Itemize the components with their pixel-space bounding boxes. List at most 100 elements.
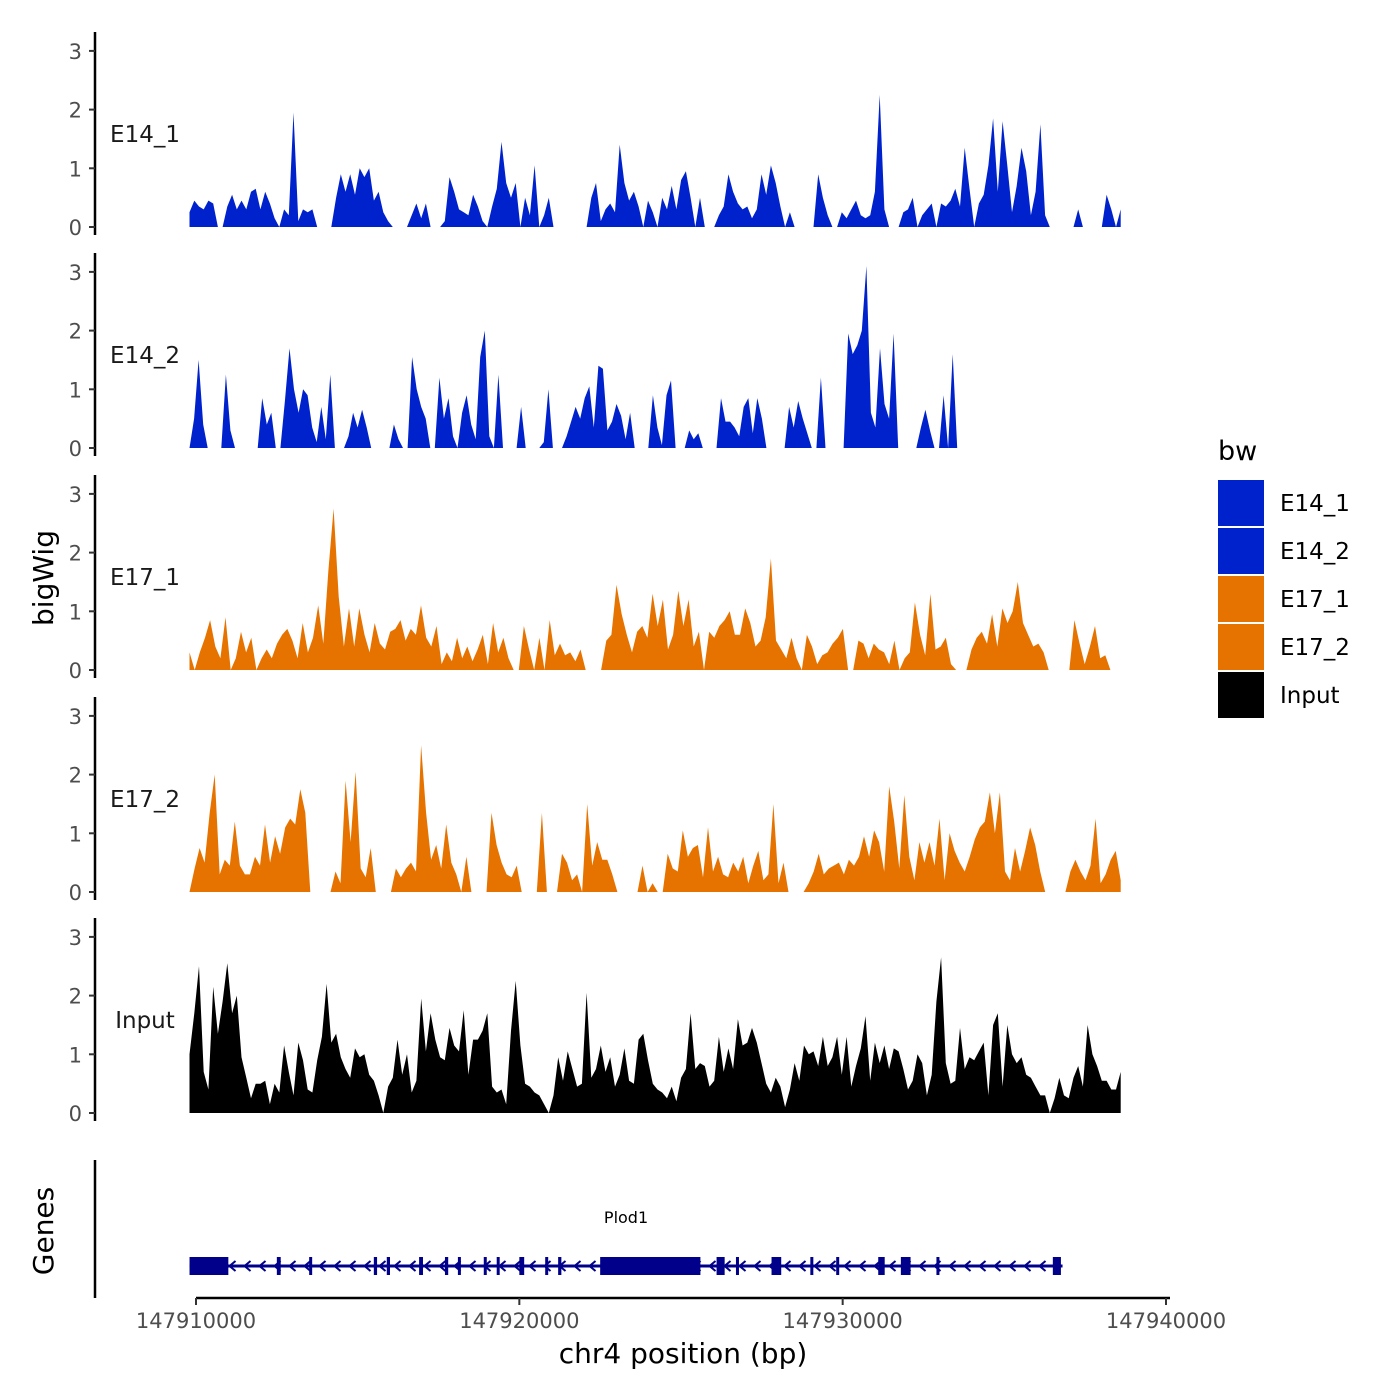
strand-arrow — [377, 1260, 387, 1272]
legend-label: E17_1 — [1280, 587, 1350, 613]
y-tick-label: 3 — [69, 705, 82, 729]
strand-arrow — [962, 1260, 972, 1272]
legend-label: E14_1 — [1280, 491, 1350, 517]
y-tick-label: 1 — [69, 157, 82, 181]
gene-name-label: Plod1 — [604, 1208, 648, 1227]
strand-arrow — [467, 1260, 477, 1272]
gene-exon — [309, 1257, 313, 1275]
strand-arrow — [347, 1260, 357, 1272]
strand-arrow — [917, 1260, 927, 1272]
signal-area-E14_1 — [189, 94, 1121, 228]
signal-area-E14_2 — [189, 266, 1121, 448]
gene-exon — [771, 1257, 782, 1275]
gene-exon — [900, 1257, 911, 1275]
y-tick-label: 1 — [69, 600, 82, 624]
strand-arrow — [857, 1260, 867, 1272]
y-tick-label: 3 — [69, 926, 82, 950]
legend-label: E17_2 — [1280, 635, 1350, 661]
gene-exon — [936, 1257, 940, 1275]
strand-arrow — [587, 1260, 597, 1272]
legend-swatch-E14_1 — [1218, 480, 1264, 526]
track-E17_2: 0 1 2 3 E17_2 — [69, 697, 1121, 905]
gene-exon — [276, 1257, 281, 1275]
track-label: E17_2 — [110, 787, 180, 813]
strand-arrow — [1007, 1260, 1017, 1272]
gene-exon — [483, 1257, 487, 1275]
y-tick-label: 1 — [69, 1043, 82, 1067]
strand-arrow — [422, 1260, 432, 1272]
y-tick-label: 2 — [69, 99, 82, 123]
signal-area-Input — [189, 957, 1121, 1113]
strand-arrow — [542, 1260, 552, 1272]
legend-title: bw — [1218, 436, 1257, 467]
strand-arrow — [752, 1260, 762, 1272]
strand-arrow — [842, 1260, 852, 1272]
strand-arrow — [302, 1260, 312, 1272]
strand-arrow — [437, 1260, 447, 1272]
y-tick-label: 3 — [69, 40, 82, 64]
gene-exon — [836, 1257, 840, 1275]
strand-arrow — [392, 1260, 402, 1272]
x-tick-label: 147910000 — [136, 1309, 256, 1333]
y-tick-label: 0 — [69, 1102, 82, 1126]
legend-swatch-Input — [1218, 672, 1264, 718]
genes-axis-title: Genes — [27, 1187, 60, 1275]
gene-exon — [496, 1257, 500, 1275]
strand-arrow — [332, 1260, 342, 1272]
gene-exon — [810, 1257, 814, 1275]
legend-label: Input — [1280, 683, 1340, 709]
tracks-group: 0 1 2 3 E14_1 0 1 2 3 E14_2 0 1 2 3 E17_1 0 1 2 3 E17_2 0 1 2 3… — [69, 32, 1121, 1126]
strand-arrow — [1022, 1260, 1032, 1272]
strand-arrow — [257, 1260, 267, 1272]
y-axis-title: bigWig — [27, 530, 60, 626]
y-tick-label: 3 — [69, 261, 82, 285]
gene-exon — [373, 1257, 378, 1275]
strand-arrow — [797, 1260, 807, 1272]
gene-exon — [878, 1257, 885, 1275]
track-E17_1: 0 1 2 3 E17_1 — [69, 475, 1121, 683]
strand-arrow — [242, 1260, 252, 1272]
signal-area-E17_1 — [189, 508, 1121, 670]
track-label: Input — [115, 1008, 175, 1034]
strand-arrow — [977, 1260, 987, 1272]
strand-arrow — [227, 1260, 237, 1272]
y-tick-label: 3 — [69, 483, 82, 507]
legend-swatch-E17_2 — [1218, 624, 1264, 670]
strand-arrow — [512, 1260, 522, 1272]
y-tick-label: 2 — [69, 764, 82, 788]
genes-panel: Plod1 — [93, 1160, 1063, 1298]
track-label: E14_1 — [110, 122, 180, 148]
x-tick-label: 147930000 — [783, 1309, 903, 1333]
y-tick-label: 2 — [69, 542, 82, 566]
strand-arrow — [737, 1260, 747, 1272]
gene-exon — [419, 1257, 423, 1275]
track-label: E14_2 — [110, 343, 180, 369]
track-label: E17_1 — [110, 565, 180, 591]
gene-exon — [716, 1257, 725, 1275]
strand-arrow — [887, 1260, 897, 1272]
track-E14_1: 0 1 2 3 E14_1 — [69, 32, 1121, 240]
gene-exon — [444, 1257, 449, 1275]
y-tick-label: 0 — [69, 659, 82, 683]
strand-arrow — [782, 1260, 792, 1272]
signal-area-E17_2 — [189, 745, 1121, 892]
legend: bw E14_1 E14_2 E17_1 E17_2 Input — [1218, 436, 1350, 718]
y-tick-label: 0 — [69, 216, 82, 240]
y-tick-label: 2 — [69, 320, 82, 344]
strand-arrow — [827, 1260, 837, 1272]
strand-arrow — [362, 1260, 372, 1272]
gene-exon — [457, 1257, 461, 1275]
gene-exon — [1052, 1257, 1061, 1275]
gene-exon — [545, 1257, 549, 1275]
y-tick-label: 0 — [69, 437, 82, 461]
strand-arrow — [992, 1260, 1002, 1272]
x-tick-label: 147940000 — [1106, 1309, 1226, 1333]
legend-swatch-E14_2 — [1218, 528, 1264, 574]
strand-arrow — [572, 1260, 582, 1272]
track-Input: 0 1 2 3 Input — [69, 918, 1121, 1126]
gene-exon — [519, 1257, 525, 1275]
y-tick-label: 0 — [69, 881, 82, 905]
track-E14_2: 0 1 2 3 E14_2 — [69, 253, 1121, 461]
y-tick-label: 2 — [69, 985, 82, 1009]
